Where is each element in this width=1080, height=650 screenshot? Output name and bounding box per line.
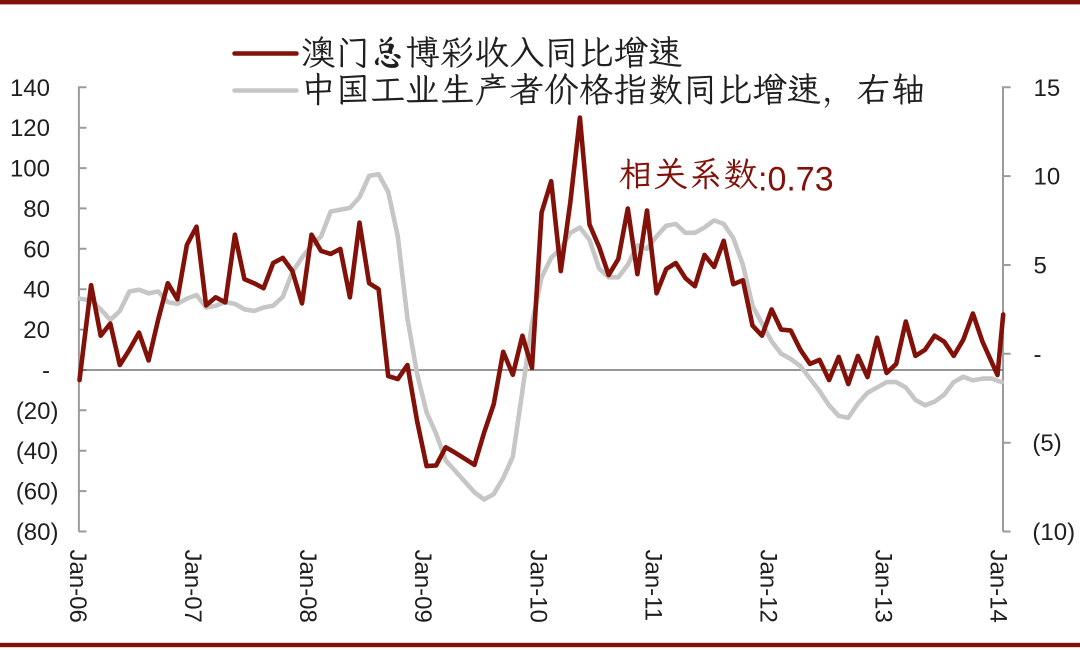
svg-text:Jan-11: Jan-11 [639, 550, 666, 622]
svg-text:Jan-13: Jan-13 [870, 550, 897, 623]
svg-text:140: 140 [10, 75, 50, 102]
svg-text:(5): (5) [1032, 430, 1061, 457]
svg-text:10: 10 [1034, 164, 1061, 191]
svg-text:Jan-10: Jan-10 [524, 550, 551, 623]
svg-text:-: - [1034, 341, 1042, 368]
svg-text:(10): (10) [1032, 519, 1075, 546]
svg-text:Jan-09: Jan-09 [409, 550, 436, 623]
svg-text:(40): (40) [16, 438, 59, 465]
svg-text:20: 20 [23, 317, 50, 344]
svg-text:40: 40 [23, 277, 50, 304]
svg-text:5: 5 [1034, 253, 1047, 280]
svg-text:Jan-12: Jan-12 [755, 550, 782, 623]
svg-text:120: 120 [10, 115, 50, 142]
svg-text:80: 80 [23, 196, 50, 223]
svg-text:Jan-06: Jan-06 [64, 550, 91, 623]
svg-text:60: 60 [23, 236, 50, 263]
svg-text:(20): (20) [16, 398, 59, 425]
svg-text:15: 15 [1034, 75, 1061, 102]
svg-text:Jan-08: Jan-08 [294, 550, 321, 623]
svg-text::0.73: :0.73 [758, 161, 834, 199]
svg-text:100: 100 [10, 156, 50, 183]
svg-text:Jan-14: Jan-14 [985, 550, 1012, 623]
svg-text:(80): (80) [16, 519, 59, 546]
svg-text:Jan-07: Jan-07 [179, 550, 206, 623]
svg-text:-: - [42, 358, 50, 385]
svg-text:(60): (60) [16, 479, 59, 506]
